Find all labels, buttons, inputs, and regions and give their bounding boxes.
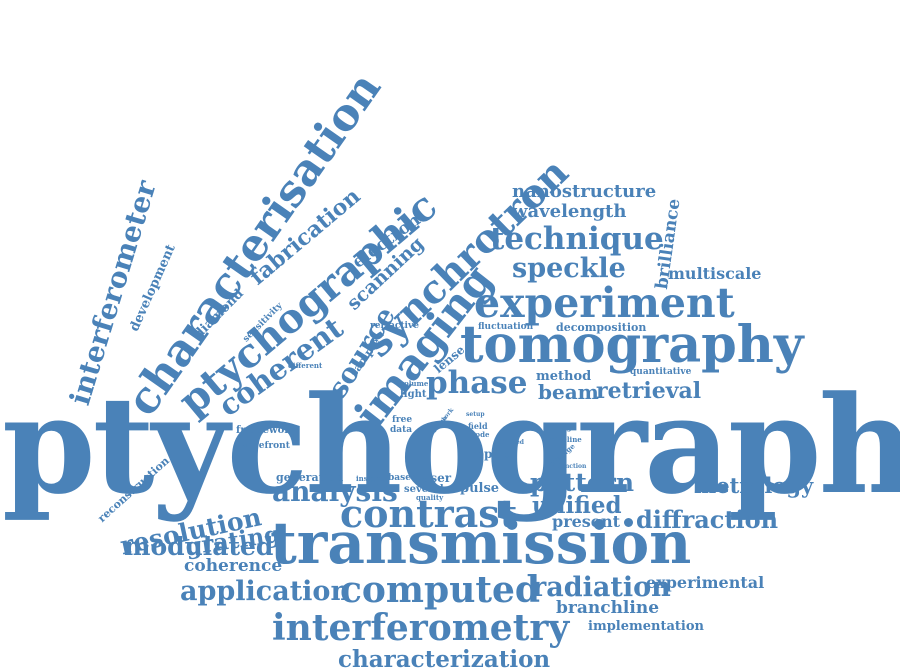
word-quality: quality [416,493,444,502]
word-branchline: branchline [556,598,660,618]
word-wavefront: wavefront [240,441,290,451]
word-light: light [400,389,427,400]
word-characterization: characterization [338,646,551,671]
word-free: free [392,415,413,425]
word-coherence: coherence [184,556,283,576]
word-experiment: experiment [474,279,735,327]
word-phase: phase [426,365,528,401]
word-method: method [536,369,592,384]
word-several: several [404,484,444,495]
word-computed: computed [340,569,541,611]
word-experimental: experimental [646,573,765,592]
word-limited: limited [500,439,524,446]
word-setup: setup [466,411,485,418]
word-wavelength: wavelength [512,201,627,222]
word-insight: insight [356,474,384,483]
word-nanostructure: nanostructure [512,181,657,202]
word-decomposition: decomposition [556,321,647,334]
word-analysis: analysis [272,475,398,508]
word-multiscale: multiscale [668,264,762,283]
word-data: data [390,425,413,435]
word-different: different [288,361,323,370]
word-framework: framework [236,425,297,436]
word-laser: laser [418,471,452,485]
word-retrieval: retrieval [596,378,702,404]
word-modulated: modulated [124,532,274,561]
word-optic: optic [476,447,510,461]
word-pulse: pulse [460,481,500,496]
word-based: based [388,473,418,483]
word-implementation: implementation [588,619,704,634]
word-speckle: speckle [512,253,626,284]
word-ptychography: ptychography [2,366,900,524]
word-generation: generation [276,471,344,484]
word-quantitative: quantitative [630,367,692,377]
word-present: present [552,512,621,531]
word-diffraction: diffraction [636,505,779,534]
word-application: application [180,576,351,607]
word-tomography: tomography [460,315,804,375]
dot-mark [624,518,633,527]
word-image: image [552,423,576,432]
word-fluctuation: fluctuation [478,322,534,332]
word-function: function [558,463,587,470]
word-interferometry: interferometry [272,607,570,649]
word-contrast: contrast [340,491,518,536]
word-transmission: transmission [270,509,692,577]
word-beam: beam [538,380,599,404]
word-field: field [468,421,488,431]
word-pipeline: pipeline [550,435,582,444]
word-metrology: metrology [694,473,814,498]
word-unified: unified [532,492,622,519]
word-refractive: refractive [370,321,419,331]
word-pattern: pattern [530,468,635,497]
word-volume: volume [400,379,429,388]
word-technique: technique [490,221,664,257]
word-radiation: radiation [532,572,671,603]
word-mode: mode [468,430,490,439]
